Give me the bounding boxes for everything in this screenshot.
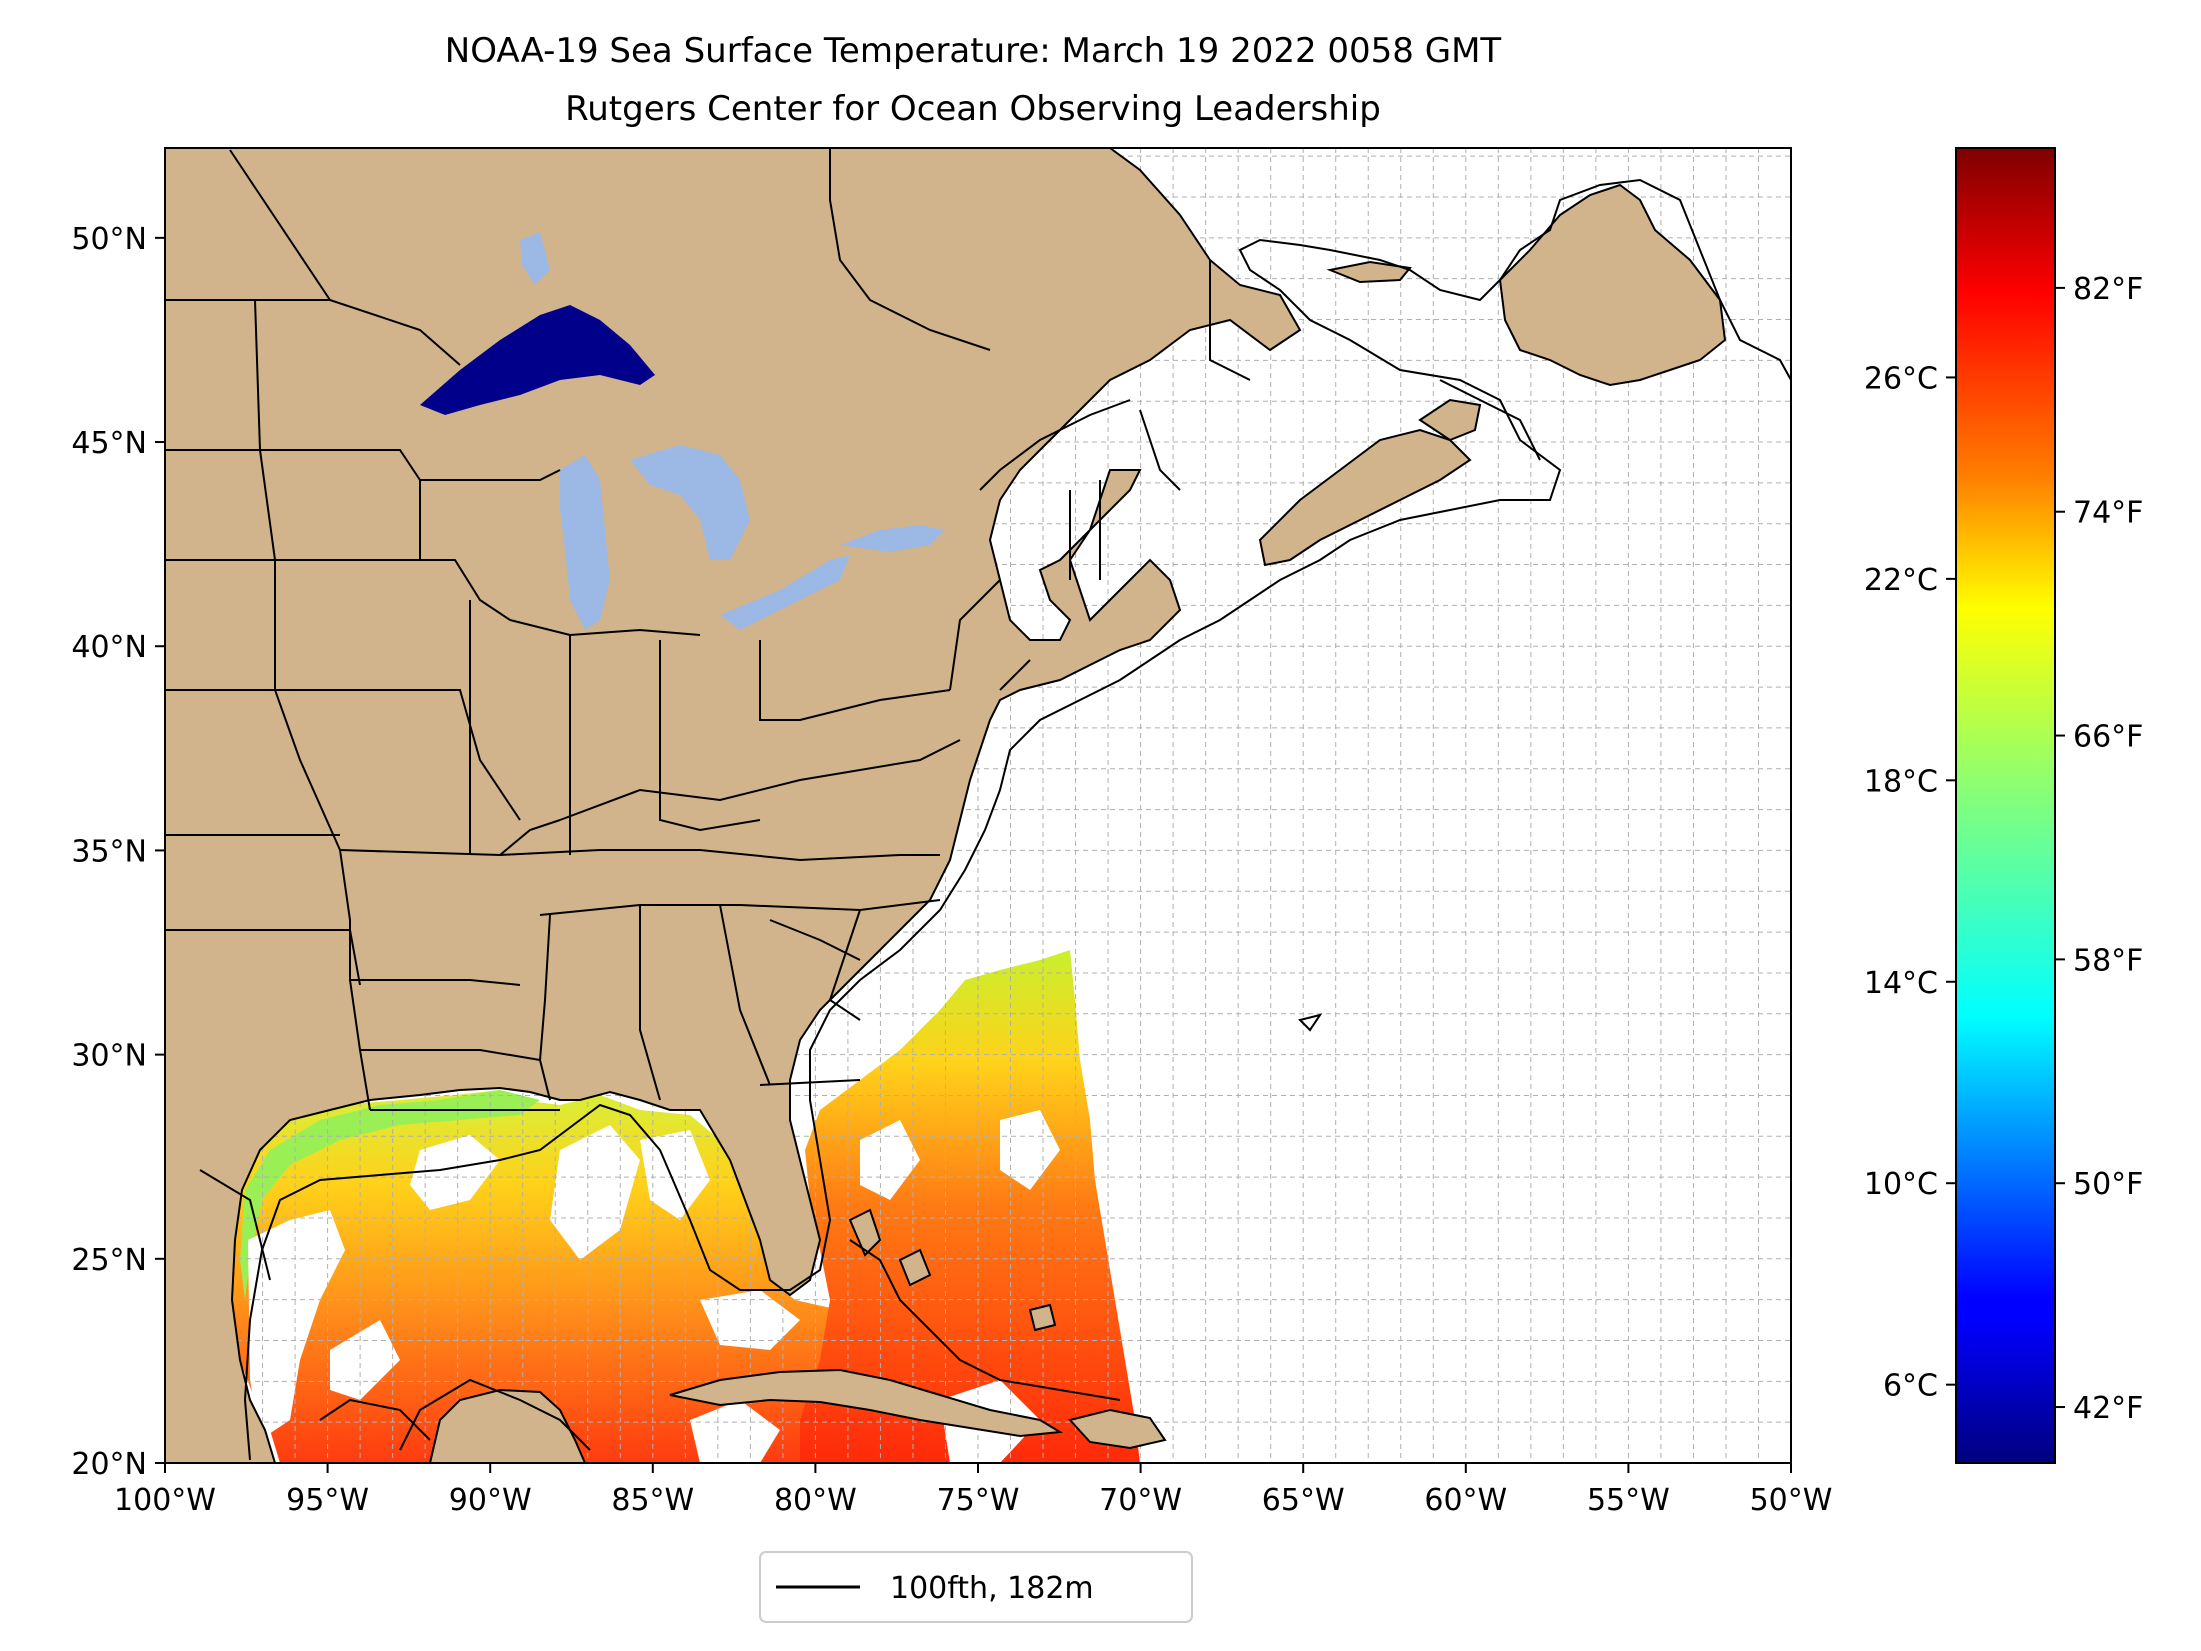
y-tick-label: 35°N	[71, 834, 147, 869]
land-yucatan	[428, 1388, 587, 1463]
x-tick-label: 50°W	[1750, 1483, 1833, 1518]
land-cape-breton	[1418, 398, 1482, 442]
lake-michigan	[560, 455, 610, 630]
x-tick-label: 60°W	[1424, 1483, 1507, 1518]
x-tick-label: 55°W	[1587, 1483, 1670, 1518]
land-newfoundland	[1498, 183, 1727, 387]
celsius-tick-label: 14°C	[1864, 966, 1938, 1001]
land-bahamas-1	[848, 1208, 882, 1257]
land-nova-scotia	[1258, 428, 1472, 567]
x-tick-label: 95°W	[286, 1483, 369, 1518]
land-hispaniola	[1068, 1408, 1167, 1450]
celsius-tick-label: 22°C	[1864, 563, 1938, 598]
fahrenheit-tick-label: 50°F	[2073, 1167, 2143, 1202]
sst-coastal-cool-band	[240, 1090, 540, 1300]
lakes	[420, 232, 945, 630]
x-axis: 100°W 95°W 90°W 85°W 80°W 75°W 70°W 65°W 60°W 55°…	[114, 1463, 1832, 1518]
chart-subtitle: Rutgers Center for Ocean Observing Leade…	[565, 89, 1381, 129]
y-axis: 20°N 25°N 30°N 35°N 40°N 45°N 50°N	[71, 222, 165, 1482]
y-tick-label: 50°N	[71, 222, 147, 257]
colorbar-gradient	[1956, 148, 2055, 1463]
map-panel: 100°W 95°W 90°W 85°W 80°W 75°W 70°W 65°W 60°W 55°…	[71, 147, 1832, 1518]
celsius-tick-label: 26°C	[1864, 361, 1938, 396]
lake-ontario	[840, 525, 945, 552]
land-bahamas-3	[1028, 1303, 1057, 1332]
legend-label: 100fth, 182m	[890, 1571, 1094, 1606]
land-masses	[165, 148, 1727, 1463]
fahrenheit-tick-label: 82°F	[2073, 272, 2143, 307]
colorbar-fahrenheit-axis: 42°F 50°F 58°F 66°F 74°F 82°F	[2055, 272, 2143, 1426]
x-tick-label: 85°W	[611, 1483, 694, 1518]
fahrenheit-tick-label: 42°F	[2073, 1391, 2143, 1426]
legend: 100fth, 182m	[759, 1551, 1193, 1623]
x-tick-label: 80°W	[774, 1483, 857, 1518]
x-tick-label: 100°W	[114, 1483, 216, 1518]
colorbar: 6°C 10°C 14°C 18°C 22°C 26°C 42°F 50°F 58°F 66°F…	[1864, 147, 2143, 1464]
chart-title: NOAA-19 Sea Surface Temperature: March 1…	[445, 31, 1502, 71]
lake-superior	[420, 305, 655, 415]
x-tick-label: 90°W	[449, 1483, 532, 1518]
lake-erie	[720, 555, 850, 630]
celsius-tick-label: 10°C	[1864, 1167, 1938, 1202]
isobath-100fth	[243, 178, 1791, 1461]
land-cuba	[669, 1368, 1064, 1438]
y-tick-label: 40°N	[71, 630, 147, 665]
y-tick-label: 45°N	[71, 426, 147, 461]
colorbar-frame	[1955, 147, 2056, 1464]
fahrenheit-tick-label: 66°F	[2073, 720, 2143, 755]
x-tick-label: 65°W	[1262, 1483, 1345, 1518]
land-bahamas-2	[898, 1248, 932, 1287]
fahrenheit-tick-label: 58°F	[2073, 943, 2143, 978]
x-tick-label: 70°W	[1099, 1483, 1182, 1518]
y-tick-label: 30°N	[71, 1039, 147, 1074]
y-tick-label: 25°N	[71, 1243, 147, 1278]
celsius-tick-label: 6°C	[1883, 1369, 1938, 1404]
x-tick-label: 75°W	[937, 1483, 1020, 1518]
land-anticosti	[1326, 260, 1412, 284]
lake-huron	[630, 445, 750, 560]
y-tick-label: 20°N	[71, 1447, 147, 1482]
legend-box	[759, 1551, 1193, 1623]
sst-atlantic-swath	[800, 950, 1140, 1463]
lake-winnipeg-edge	[520, 232, 550, 285]
colorbar-celsius-axis: 6°C 10°C 14°C 18°C 22°C 26°C	[1864, 361, 1956, 1404]
celsius-tick-label: 18°C	[1864, 764, 1938, 799]
land-north-america	[165, 148, 1302, 1463]
fahrenheit-tick-label: 74°F	[2073, 496, 2143, 531]
